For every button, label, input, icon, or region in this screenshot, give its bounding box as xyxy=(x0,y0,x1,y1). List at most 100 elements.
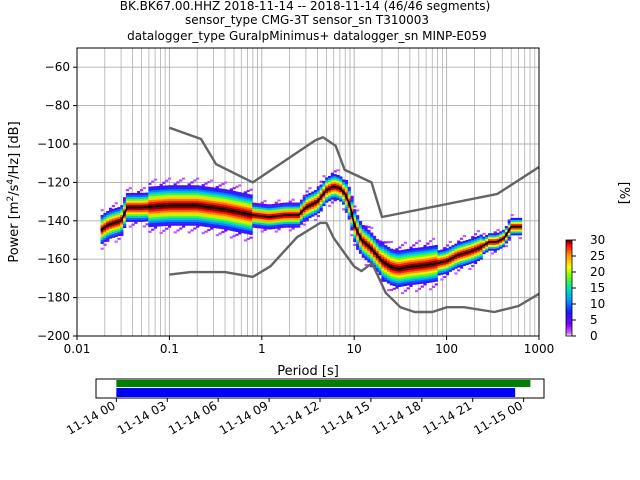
histogram-cell xyxy=(398,256,402,259)
histogram-cell xyxy=(336,198,340,201)
histogram-cell xyxy=(513,229,517,232)
histogram-cell xyxy=(167,219,172,222)
histogram-cell xyxy=(364,250,368,253)
histogram-cell xyxy=(283,219,287,223)
histogram-cell xyxy=(288,215,292,219)
histogram-cell xyxy=(229,207,233,210)
histogram-cell xyxy=(210,179,214,182)
histogram-cell xyxy=(201,218,205,221)
histogram-cell xyxy=(305,200,309,203)
histogram-cell xyxy=(426,269,430,272)
histogram-cell xyxy=(173,196,177,199)
histogram-cell xyxy=(243,193,247,196)
histogram-cell xyxy=(389,256,393,259)
histogram-cell xyxy=(403,282,408,285)
histogram-cell xyxy=(389,258,393,261)
histogram-cell xyxy=(493,246,497,249)
histogram-cell xyxy=(190,210,194,213)
histogram-cell xyxy=(325,185,329,188)
histogram-cell xyxy=(148,223,152,226)
histogram-cell xyxy=(210,225,214,228)
histogram-cell xyxy=(170,214,174,217)
histogram-cell xyxy=(476,249,480,252)
histogram-cell xyxy=(389,288,393,292)
histogram-cell xyxy=(319,205,323,208)
histogram-cell xyxy=(347,200,351,203)
histogram-cell xyxy=(134,200,138,203)
histogram-cell xyxy=(117,208,121,212)
histogram-cell xyxy=(137,194,141,197)
histogram-cell xyxy=(440,249,444,252)
histogram-cell xyxy=(235,226,239,229)
histogram-cell xyxy=(412,271,416,274)
histogram-cell xyxy=(311,199,315,202)
histogram-cell xyxy=(266,211,270,215)
histogram-cell xyxy=(229,222,233,226)
histogram-cell xyxy=(313,193,318,197)
histogram-cell xyxy=(182,221,186,224)
histogram-cell xyxy=(182,223,186,226)
histogram-cell xyxy=(344,201,349,204)
histogram-cell xyxy=(232,219,236,222)
histogram-cell xyxy=(125,196,130,199)
histogram-cell xyxy=(106,216,110,219)
histogram-cell xyxy=(291,221,295,224)
histogram-cell xyxy=(240,215,245,218)
histogram-cell xyxy=(114,240,118,243)
histogram-cell xyxy=(117,218,121,221)
histogram-cell xyxy=(226,189,231,192)
histogram-cell xyxy=(151,211,155,214)
histogram-cell xyxy=(372,264,377,267)
histogram-cell xyxy=(291,225,295,228)
histogram-cell xyxy=(406,275,410,278)
histogram-cell xyxy=(221,227,225,230)
histogram-cell xyxy=(406,277,410,280)
histogram-cell xyxy=(459,260,464,263)
histogram-cell xyxy=(238,207,242,210)
histogram-cell xyxy=(255,208,259,211)
histogram-cell xyxy=(502,243,506,246)
histogram-cell xyxy=(187,214,191,217)
histogram-cell xyxy=(238,232,242,235)
histogram-cell xyxy=(153,178,158,181)
histogram-cell xyxy=(139,217,144,220)
histogram-cell xyxy=(257,216,262,219)
histogram-cell xyxy=(395,255,399,258)
histogram-cell xyxy=(412,261,416,264)
histogram-cell xyxy=(448,248,452,251)
histogram-cell xyxy=(285,215,290,219)
histogram-cell xyxy=(111,220,116,223)
histogram-cell xyxy=(190,202,194,205)
histogram-cell xyxy=(283,225,287,228)
histogram-cell xyxy=(159,216,163,219)
histogram-cell xyxy=(173,217,177,220)
histogram-cell xyxy=(420,279,424,282)
histogram-cell xyxy=(325,194,329,197)
histogram-cell xyxy=(490,242,495,245)
histogram-cell xyxy=(392,283,396,287)
histogram-cell xyxy=(201,212,205,216)
histogram-cell xyxy=(457,263,461,266)
histogram-cell xyxy=(431,280,436,283)
histogram-cell xyxy=(415,282,419,285)
histogram-cell xyxy=(389,275,393,278)
histogram-cell xyxy=(198,197,203,200)
histogram-cell xyxy=(218,221,222,224)
histogram-cell xyxy=(201,193,205,196)
histogram-cell xyxy=(210,217,214,221)
histogram-cell xyxy=(109,232,113,235)
histogram-cell xyxy=(333,170,337,173)
histogram-cell xyxy=(179,206,183,209)
histogram-cell xyxy=(260,220,264,223)
histogram-cell xyxy=(249,200,253,203)
histogram-cell xyxy=(417,276,422,279)
histogram-cell xyxy=(288,219,292,222)
histogram-cell xyxy=(299,220,304,223)
histogram-cell xyxy=(280,210,284,213)
histogram-cell xyxy=(243,206,247,209)
histogram-cell xyxy=(173,221,177,224)
histogram-cell xyxy=(333,177,337,181)
histogram-cell xyxy=(440,259,444,262)
histogram-cell xyxy=(459,243,464,246)
histogram-cell xyxy=(100,218,104,221)
